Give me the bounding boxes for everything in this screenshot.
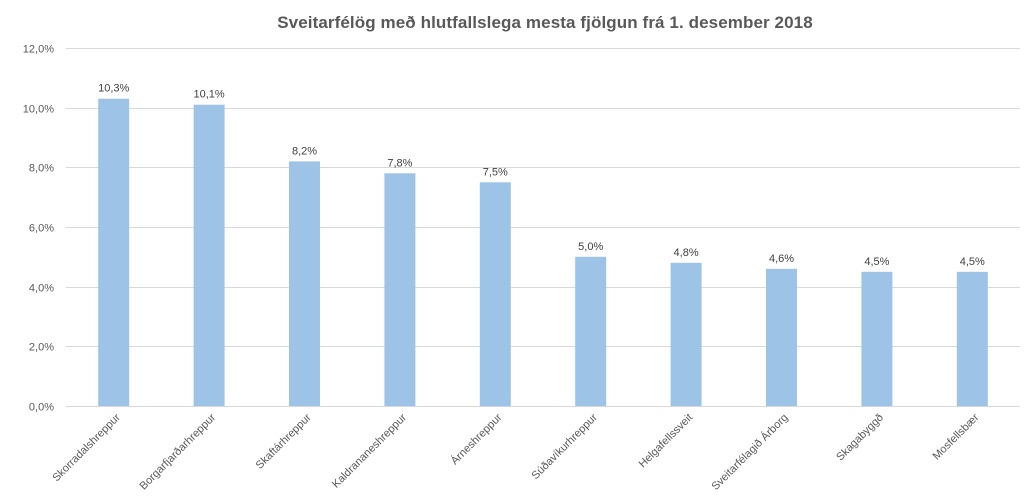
data-label: 4,6% [769,253,794,265]
y-tick-label: 12,0% [23,44,54,56]
y-tick-label: 6,0% [29,223,54,235]
x-tick-label: Skaftárhreppur [254,411,314,471]
bar [289,161,320,406]
data-label: 7,5% [483,166,508,178]
x-tick-label: Helgafellssveit [637,412,696,471]
x-tick-label: Súðavíkurhreppur [529,411,600,482]
data-label: 8,2% [292,145,317,157]
y-tick-label: 0,0% [29,402,54,414]
data-label: 4,8% [674,247,699,259]
x-tick-label: Sveitarfélagið Árborg [709,411,791,493]
data-label: 4,5% [960,256,985,268]
x-tick-label: Skagabyggð [834,412,886,464]
bar [575,256,607,406]
x-tick-label: Mosfellsbær [931,411,982,462]
bar [766,268,797,406]
chart-title: Sveitarfélög með hlutfallslega mesta fjö… [277,13,813,32]
bar [98,98,130,406]
bar [861,271,893,407]
data-label: 4,5% [864,256,889,268]
bar [193,104,225,406]
data-label: 10,1% [193,89,224,101]
bar [670,262,702,406]
x-axis-tick-labels: Skorradalshreppur Borgarfjarðarhreppur Ska… [50,411,981,493]
x-tick-label: Skorradalshreppur [50,411,123,484]
x-tick-label: Borgarfjarðarhreppur [138,411,219,492]
x-tick-label: Kaldrananeshreppur [330,411,409,490]
bar [479,182,511,407]
bars [98,98,988,407]
y-tick-label: 2,0% [29,342,54,354]
bar [956,271,988,407]
x-tick-label: Árneshreppur [448,411,505,468]
data-labels: 10,3% 10,1% 8,2% 7,8% 7,5% 5,0% 4,8% 4,6% 4,5% 4,… [98,83,985,268]
data-label: 7,8% [387,157,412,169]
bar [384,173,416,406]
y-tick-label: 10,0% [23,104,54,116]
data-label: 10,3% [98,83,129,95]
y-axis-tick-labels: 0,0% 2,0% 4,0% 6,0% 8,0% 10,0% 12,0% [23,44,54,414]
data-label: 5,0% [578,241,603,253]
y-tick-label: 8,0% [29,163,54,175]
gridlines [66,48,1020,407]
y-tick-label: 4,0% [29,283,54,295]
